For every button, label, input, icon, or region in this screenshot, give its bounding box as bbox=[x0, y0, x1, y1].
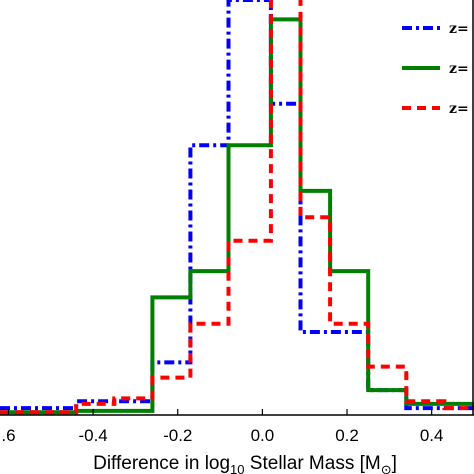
series-layer bbox=[0, 0, 474, 415]
x-tick-label: 0.4 bbox=[420, 426, 444, 445]
axes-layer bbox=[0, 0, 474, 416]
x-tick-label: -0.4 bbox=[78, 426, 107, 445]
x-tick-label: 0.2 bbox=[335, 426, 359, 445]
x-tick-label: 0.0 bbox=[251, 426, 275, 445]
series-line-2 bbox=[0, 0, 474, 415]
x-axis-label: Difference in log10 Stellar Mass [M⊙] bbox=[93, 453, 397, 474]
legend: z= z= z= bbox=[402, 21, 469, 117]
legend-label-0: z= bbox=[449, 21, 469, 37]
legend-label-1: z= bbox=[449, 61, 469, 77]
legend-label-2: z= bbox=[449, 101, 469, 117]
x-tick-label: .6 bbox=[1, 426, 15, 445]
x-tick-label: -0.2 bbox=[163, 426, 192, 445]
ticks-layer: .6 -0.4 -0.2 0.0 0.2 0.4 bbox=[1, 409, 443, 445]
